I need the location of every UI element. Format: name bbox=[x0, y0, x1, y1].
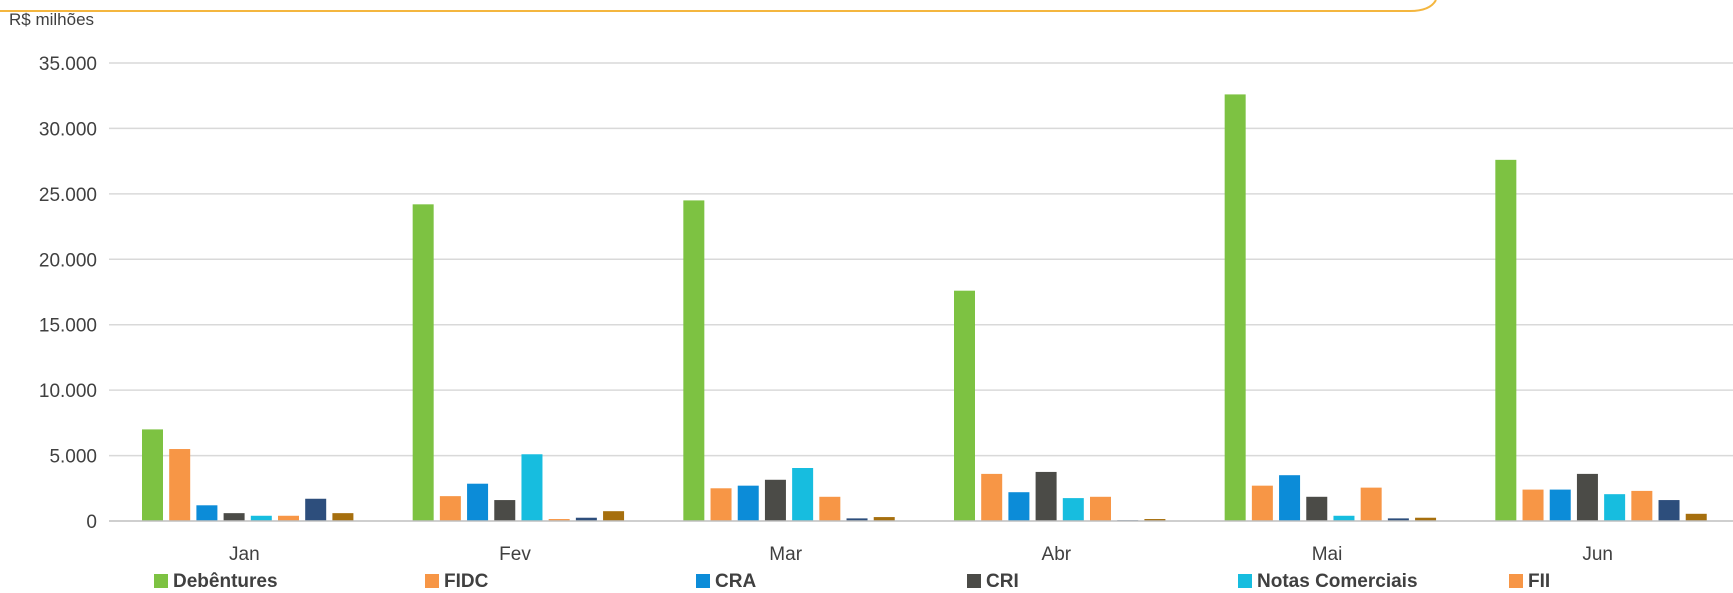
bar bbox=[332, 513, 354, 521]
bar bbox=[846, 518, 868, 521]
header-decoration bbox=[0, 0, 1437, 12]
bar bbox=[412, 204, 434, 521]
bar bbox=[196, 505, 218, 521]
bar bbox=[1387, 518, 1409, 521]
legend-label: FII bbox=[1528, 571, 1550, 592]
bar bbox=[1144, 519, 1166, 521]
x-tick-label: Abr bbox=[1042, 544, 1072, 565]
y-tick-label: 10.000 bbox=[39, 381, 97, 402]
bar bbox=[169, 449, 191, 521]
bar bbox=[1008, 492, 1030, 521]
bar bbox=[1631, 490, 1653, 521]
y-tick-label: 35.000 bbox=[39, 54, 97, 75]
legend-swatch bbox=[696, 574, 710, 588]
legend-swatch bbox=[425, 574, 439, 588]
bar bbox=[278, 515, 299, 521]
y-axis-tick-labels: 0 5.000 10.000 15.000 20.000 25.000 30.000 35.0… bbox=[39, 54, 97, 533]
bar bbox=[1495, 159, 1517, 521]
x-axis-tick-labels: Jan Fev Mar Abr Mai Jun bbox=[229, 544, 1613, 565]
bar bbox=[1549, 489, 1571, 521]
legend-swatch bbox=[967, 574, 981, 588]
bar bbox=[603, 511, 625, 521]
bar bbox=[142, 429, 163, 521]
bar bbox=[1224, 94, 1246, 522]
y-tick-label: 5.000 bbox=[49, 447, 97, 468]
bar bbox=[873, 517, 895, 521]
bar bbox=[1415, 517, 1437, 521]
bar bbox=[764, 479, 786, 521]
bar bbox=[737, 485, 759, 521]
bar bbox=[467, 483, 489, 521]
bar bbox=[521, 454, 543, 521]
y-tick-label: 0 bbox=[86, 512, 97, 533]
legend-label: Debêntures bbox=[173, 571, 278, 592]
bar bbox=[1251, 485, 1273, 521]
x-tick-label: Mai bbox=[1312, 544, 1343, 565]
bar bbox=[792, 468, 814, 521]
bar bbox=[981, 473, 1003, 521]
gridlines bbox=[109, 62, 1733, 457]
bar bbox=[548, 519, 570, 521]
bar bbox=[1090, 496, 1111, 521]
bar bbox=[1604, 494, 1626, 521]
x-tick-label: Fev bbox=[499, 544, 531, 565]
bar bbox=[1658, 500, 1680, 521]
bar bbox=[683, 200, 705, 521]
bar bbox=[1306, 496, 1328, 521]
bar bbox=[710, 488, 732, 521]
bar bbox=[575, 517, 597, 521]
bar bbox=[1360, 487, 1382, 521]
y-tick-label: 25.000 bbox=[39, 185, 97, 206]
bar bbox=[250, 515, 272, 521]
bar bbox=[1522, 489, 1544, 521]
bar bbox=[1685, 513, 1707, 521]
x-tick-label: Jan bbox=[229, 544, 260, 565]
y-tick-label: 15.000 bbox=[39, 316, 97, 337]
x-tick-label: Jun bbox=[1582, 544, 1613, 565]
legend-label: FIDC bbox=[444, 571, 489, 592]
y-axis-unit-label: R$ milhões bbox=[9, 10, 94, 29]
legend-label: CRA bbox=[715, 571, 756, 592]
legend-swatch bbox=[1238, 574, 1252, 588]
bar bbox=[1062, 498, 1084, 521]
bar bbox=[819, 496, 841, 521]
bar bbox=[1576, 473, 1598, 521]
legend-label: CRI bbox=[986, 571, 1019, 592]
bar bbox=[1035, 471, 1057, 521]
bar bbox=[954, 290, 975, 521]
y-tick-label: 30.000 bbox=[39, 119, 97, 140]
bar bbox=[1333, 515, 1355, 521]
bar bbox=[439, 496, 461, 521]
bars bbox=[142, 94, 1707, 522]
bar bbox=[305, 498, 327, 521]
bar bbox=[494, 500, 516, 521]
legend-swatch bbox=[1509, 574, 1523, 588]
y-tick-label: 20.000 bbox=[39, 250, 97, 271]
legend-label: Notas Comerciais bbox=[1257, 571, 1418, 592]
legend-swatch bbox=[154, 574, 168, 588]
x-tick-label: Mar bbox=[769, 544, 802, 565]
bar bbox=[1279, 475, 1301, 521]
bar bbox=[223, 513, 245, 521]
